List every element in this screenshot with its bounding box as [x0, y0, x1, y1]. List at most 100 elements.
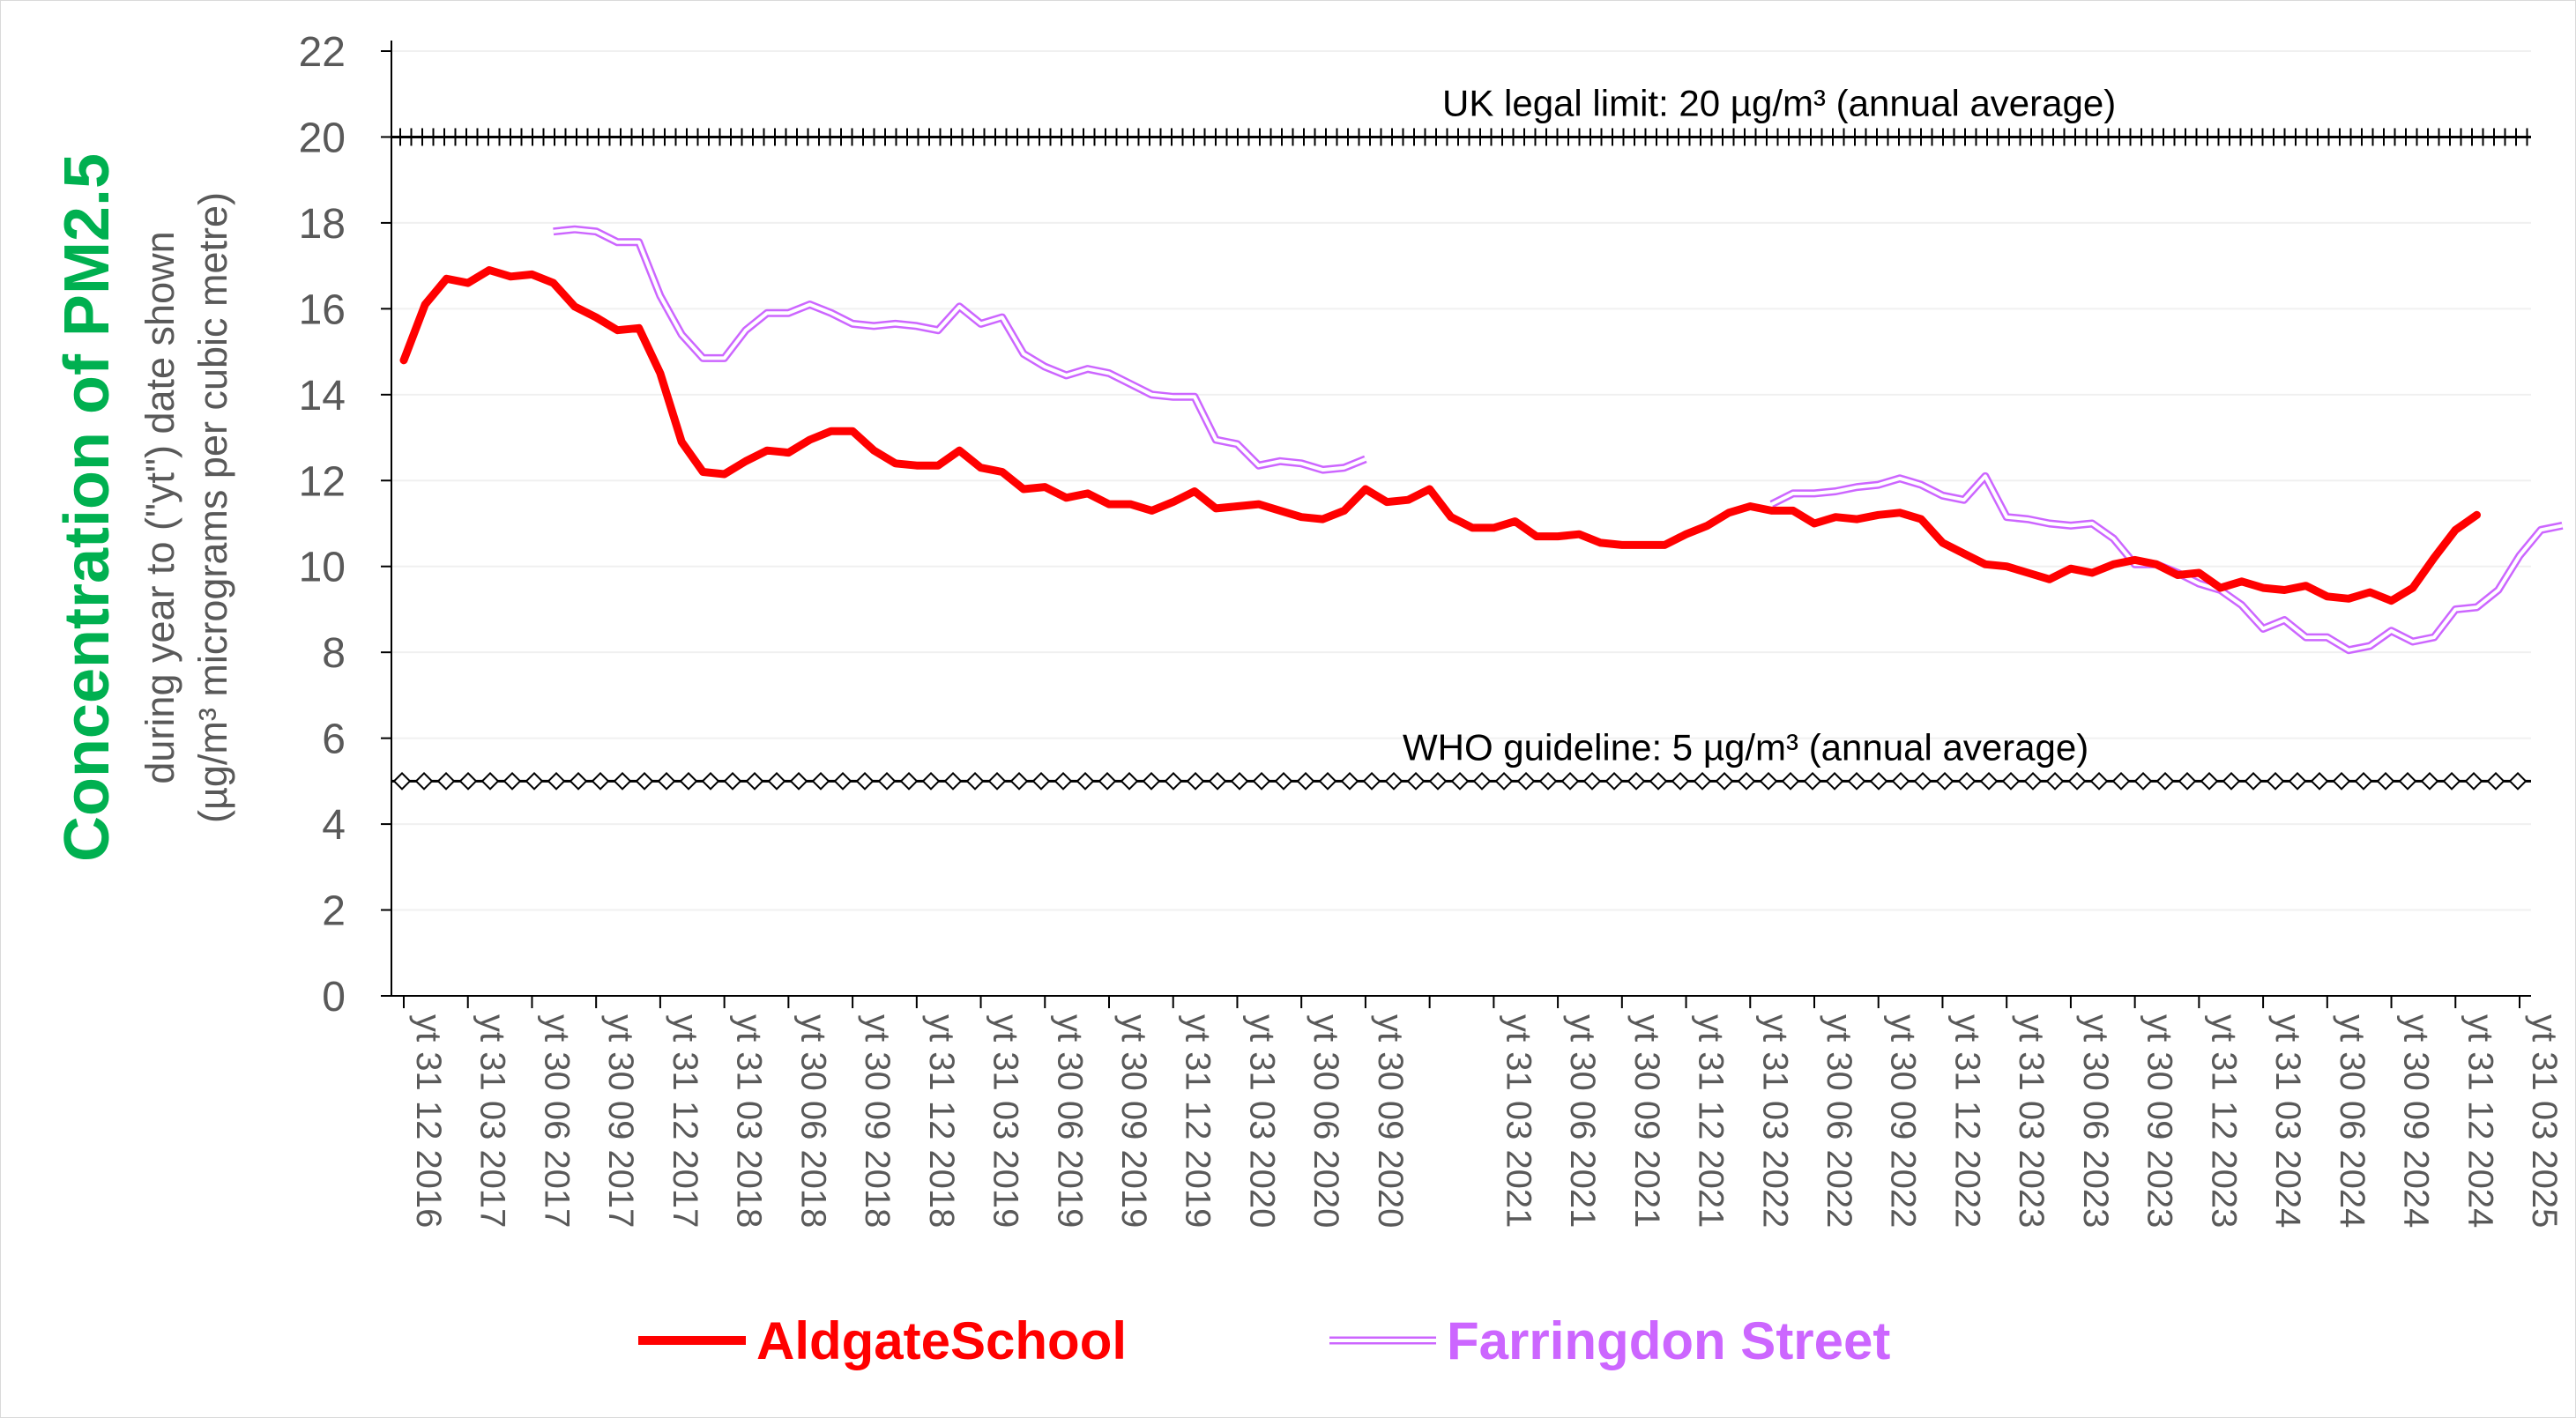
x-tick-label: yt 31 03 2021	[1499, 1014, 1537, 1228]
diamond-marker	[2244, 771, 2263, 791]
diamond-marker	[1693, 771, 1712, 791]
diamond-marker	[811, 771, 830, 791]
diamond-marker	[1957, 771, 1977, 791]
diamond-marker	[2200, 771, 2219, 791]
diamond-marker	[1494, 771, 1514, 791]
series-aldgateschool	[399, 266, 2481, 605]
x-tick-label: yt 30 06 2018	[793, 1014, 832, 1228]
y-tick-label: 10	[299, 545, 346, 591]
diamond-marker	[723, 771, 742, 791]
diamond-marker	[899, 771, 919, 791]
y-tick-label: 6	[322, 716, 346, 763]
x-tick-label: yt 31 03 2024	[2268, 1014, 2307, 1228]
x-tick-label: yt 30 06 2020	[1307, 1014, 1345, 1228]
diamond-marker	[767, 771, 786, 791]
diamond-marker	[1781, 771, 1800, 791]
legend-label: AldgateSchool	[756, 1311, 1127, 1370]
diamond-marker	[921, 771, 941, 791]
diamond-marker	[1560, 771, 1580, 791]
reference-lines: UK legal limit: 20 µg/m³ (annual average…	[391, 82, 2531, 791]
diamond-marker	[877, 771, 897, 791]
series-line-inner	[553, 227, 1366, 472]
diamond-marker	[1142, 771, 1161, 791]
diamond-marker	[657, 771, 676, 791]
diamond-marker	[1627, 771, 1646, 791]
y-tick-label: 4	[322, 802, 346, 849]
diamond-marker	[1671, 771, 1690, 791]
diamond-marker	[1274, 771, 1293, 791]
diamond-marker	[1450, 771, 1470, 791]
diamond-marker	[1053, 771, 1073, 791]
y-tick-label: 16	[299, 286, 346, 333]
diamond-marker	[2310, 771, 2329, 791]
x-tick-label: yt 30 06 2021	[1563, 1014, 1602, 1228]
chart-title: Concentration of PM2.5	[52, 153, 123, 862]
x-tick-label: yt 31 03 2023	[2012, 1014, 2051, 1228]
diamond-marker	[1120, 771, 1139, 791]
diamond-marker	[1935, 771, 1954, 791]
diamond-marker	[2376, 771, 2395, 791]
x-tick-label: yt 30 09 2023	[2140, 1014, 2179, 1228]
diamond-marker	[503, 771, 522, 791]
diamond-marker	[1869, 771, 1888, 791]
y-tick-label: 0	[322, 974, 346, 1021]
diamond-marker	[2508, 771, 2528, 791]
diamond-marker	[2045, 771, 2065, 791]
y-tick-label: 14	[299, 373, 346, 419]
x-tick-label: yt 31 03 2022	[1755, 1014, 1794, 1228]
y-tick-label: 18	[299, 201, 346, 248]
y-tick-label: 20	[299, 115, 346, 161]
y-tick-label: 8	[322, 630, 346, 677]
diamond-marker	[2398, 771, 2417, 791]
diamond-marker	[1803, 771, 1822, 791]
diamond-marker	[2288, 771, 2307, 791]
x-tick-label: yt 31 03 2018	[730, 1014, 769, 1228]
x-tick-label: yt 31 12 2016	[409, 1014, 448, 1228]
x-tick-label: yt 30 09 2017	[601, 1014, 640, 1228]
diamond-marker	[1252, 771, 1271, 791]
diamond-marker	[789, 771, 808, 791]
diamond-marker	[679, 771, 698, 791]
y-axis-label-line2: (µg/m³ micrograms per cubic metre)	[190, 192, 235, 823]
series-line	[399, 266, 2481, 605]
legend-item: AldgateSchool	[638, 1311, 1127, 1370]
diamond-marker	[1715, 771, 1734, 791]
diamond-marker	[1230, 771, 1249, 791]
diamond-marker	[1582, 771, 1602, 791]
diamond-marker	[1031, 771, 1051, 791]
diamond-marker	[392, 771, 412, 791]
diamond-marker	[745, 771, 764, 791]
diamond-marker	[2354, 771, 2373, 791]
x-tick-label: yt 30 06 2017	[537, 1014, 576, 1228]
diamond-marker	[1186, 771, 1205, 791]
x-tick-label: yt 31 03 2020	[1242, 1014, 1281, 1228]
uk-legal-limit-line: UK legal limit: 20 µg/m³ (annual average…	[391, 82, 2531, 146]
x-tick-label: yt 31 12 2021	[1692, 1014, 1731, 1228]
x-tick-label: yt 30 06 2024	[2333, 1014, 2371, 1228]
x-tick-label: yt 30 09 2021	[1627, 1014, 1666, 1228]
diamond-marker	[1009, 771, 1029, 791]
diamond-marker	[2133, 771, 2153, 791]
diamond-marker	[480, 771, 500, 791]
data-series	[399, 225, 2564, 655]
y-axis-label-line1: during year to ("yt") date shown	[138, 231, 182, 783]
diamond-marker	[613, 771, 632, 791]
who-guideline-line: WHO guideline: 5 µg/m³ (annual average)	[391, 726, 2531, 791]
diamond-marker	[1913, 771, 1932, 791]
legend-item: Farringdon Street	[1329, 1311, 1890, 1370]
y-tick-label: 22	[299, 29, 346, 76]
diamond-marker	[2486, 771, 2505, 791]
diamond-marker	[1098, 771, 1117, 791]
diamond-marker	[2442, 771, 2461, 791]
diamond-marker	[2067, 771, 2087, 791]
diamond-marker	[436, 771, 456, 791]
diamond-marker	[1384, 771, 1403, 791]
x-tick-label: yt 31 12 2019	[1179, 1014, 1217, 1228]
diamond-marker	[943, 771, 963, 791]
diamond-marker	[2266, 771, 2285, 791]
y-tick-label: 12	[299, 458, 346, 505]
x-tick-label: yt 31 03 2017	[473, 1014, 512, 1228]
diamond-marker	[591, 771, 610, 791]
